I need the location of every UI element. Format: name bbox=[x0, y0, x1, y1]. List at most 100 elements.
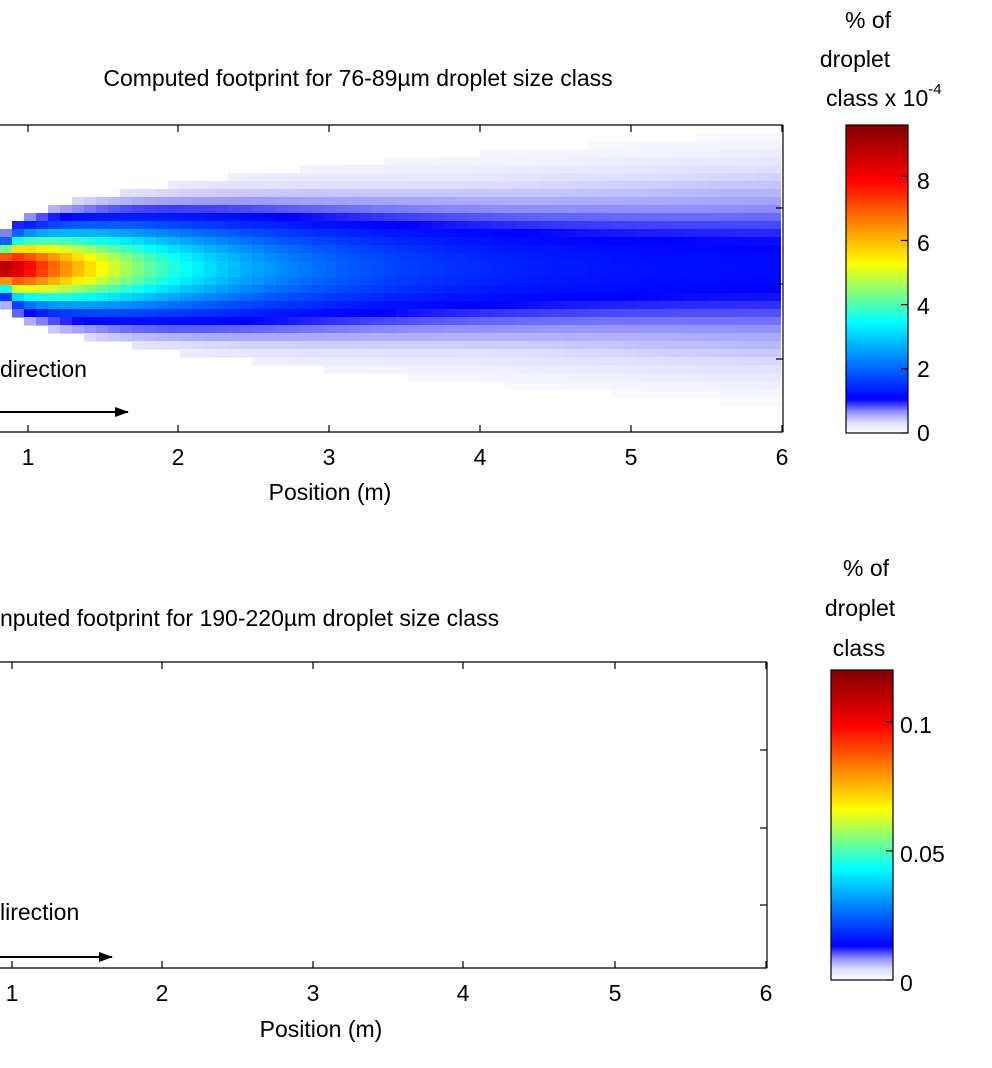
chart-1-heatmap-cell-771 bbox=[420, 365, 433, 374]
chart-1-heatmap-cell-533 bbox=[324, 165, 337, 174]
chart-1-heatmap-cell-592 bbox=[348, 221, 361, 230]
chart-1-heatmap-cell-824 bbox=[444, 341, 457, 350]
chart-1-heatmap-cell-92 bbox=[72, 277, 85, 286]
chart-1-heatmap-cell-1209 bbox=[600, 341, 613, 350]
chart-1-heatmap-cell-1681 bbox=[780, 181, 781, 190]
chart-1-heatmap-cell-15 bbox=[12, 261, 25, 270]
chart-1-heatmap-cell-245 bbox=[168, 285, 181, 294]
chart-1-heatmap-cell-1597 bbox=[744, 325, 757, 334]
chart-1-heatmap-cell-752 bbox=[420, 213, 433, 222]
chart-1-heatmap-cell-65 bbox=[48, 325, 61, 334]
chart-1-heatmap-cell-1703 bbox=[780, 357, 781, 366]
chart-1-heatmap-cell-948 bbox=[504, 189, 517, 198]
chart-1-heatmap-cell-366 bbox=[240, 189, 253, 198]
chart-1-heatmap-cell-1166 bbox=[588, 245, 601, 254]
chart-1-heatmap-cell-428 bbox=[264, 309, 277, 318]
chart-1-heatmap-cell-1267 bbox=[624, 301, 637, 310]
chart-1-heatmap-cell-448 bbox=[276, 277, 289, 286]
chart-1-heatmap-cell-528 bbox=[312, 325, 325, 334]
chart-1-heatmap-cell-1658 bbox=[768, 269, 781, 278]
chart-1-heatmap-cell-658 bbox=[372, 333, 385, 342]
chart-1-heatmap-cell-1608 bbox=[756, 141, 769, 150]
chart-1-heatmap-cell-1621 bbox=[756, 245, 769, 254]
chart-1-heatmap-cell-1203 bbox=[600, 293, 613, 302]
chart-1-heatmap-cell-1220 bbox=[612, 181, 625, 190]
chart-1-heatmap-cell-812 bbox=[444, 245, 457, 254]
chart-1-heatmap-cell-1400 bbox=[672, 341, 685, 350]
chart-1-heatmap-cell-983 bbox=[516, 229, 529, 238]
chart-1-heatmap-cell-1298 bbox=[636, 293, 649, 302]
chart-1-heatmap-cell-1547 bbox=[732, 197, 745, 206]
chart-1-heatmap-cell-665 bbox=[384, 173, 397, 182]
chart-1-heatmap-cell-1030 bbox=[528, 365, 541, 374]
chart-1-heatmap-cell-1272 bbox=[624, 341, 637, 350]
chart-1-heatmap-cell-979 bbox=[516, 197, 529, 206]
chart-1-heatmap-cell-288 bbox=[192, 285, 205, 294]
chart-1-heatmap-cell-442 bbox=[276, 229, 289, 238]
chart-1-heatmap-cell-1333 bbox=[648, 317, 661, 326]
chart-1-heatmap-cell-340 bbox=[216, 349, 229, 358]
chart-1-heatmap-cell-1523 bbox=[720, 277, 733, 286]
chart-1-heatmap-cell-638 bbox=[372, 173, 385, 182]
chart-1-heatmap-cell-1301 bbox=[636, 317, 649, 326]
chart-1-heatmap-cell-1648 bbox=[768, 189, 781, 198]
chart-1-heatmap-cell-130 bbox=[96, 301, 109, 310]
chart-1-heatmap-cell-228 bbox=[156, 317, 169, 326]
chart-1-colorbar-label-base: class x 10 bbox=[826, 85, 928, 111]
chart-1-heatmap-cell-204 bbox=[144, 285, 157, 294]
chart-1-heatmap-cell-98 bbox=[72, 325, 85, 334]
chart-1-heatmap-cell-1388 bbox=[672, 245, 685, 254]
chart-1-heatmap-cell-333 bbox=[216, 293, 229, 302]
chart-1-heatmap-cell-1186 bbox=[600, 157, 613, 166]
chart-1-heatmap-cell-95 bbox=[72, 301, 85, 310]
chart-1-heatmap-cell-729 bbox=[408, 253, 421, 262]
chart-1-heatmap-cell-576 bbox=[336, 301, 349, 310]
chart-1-colorbar-tick-label-8: 8 bbox=[917, 168, 930, 194]
chart-1-heatmap-cell-10 bbox=[12, 221, 25, 230]
chart-1-heatmap-cell-455 bbox=[276, 333, 289, 342]
chart-1-heatmap-cell-1001 bbox=[516, 373, 529, 382]
chart-1-heatmap-cell-1317 bbox=[648, 189, 661, 198]
chart-1-heatmap-cell-385 bbox=[240, 341, 253, 350]
chart-1-heatmap-cell-1587 bbox=[744, 245, 757, 254]
chart-1-heatmap-cell-298 bbox=[204, 189, 217, 198]
chart-1-heatmap-cell-654 bbox=[372, 301, 385, 310]
chart-1-x-tick-label-1: 1 bbox=[22, 444, 35, 470]
chart-1-heatmap-cell-408 bbox=[252, 341, 265, 350]
chart-1-heatmap-cell-1158 bbox=[588, 181, 601, 190]
chart-1-heatmap-cell-1497 bbox=[708, 333, 721, 342]
chart-1-heatmap-cell-608 bbox=[348, 349, 361, 358]
chart-1-heatmap-cell-529 bbox=[312, 333, 325, 342]
chart-1-heatmap-cell-248 bbox=[168, 309, 181, 318]
chart-1-heatmap-cell-1380 bbox=[672, 181, 685, 190]
chart-1-heatmap-cell-1102 bbox=[564, 221, 577, 230]
chart-1-heatmap-cell-1074 bbox=[552, 237, 565, 246]
chart-1-heatmap-cell-139 bbox=[108, 229, 121, 238]
chart-1-heatmap-cell-151 bbox=[108, 325, 121, 334]
chart-1-heatmap-cell-720 bbox=[408, 181, 421, 190]
chart-1-heatmap-cell-1034 bbox=[540, 157, 553, 166]
chart-1-heatmap-cell-1354 bbox=[660, 229, 673, 238]
chart-1-heatmap-cell-511 bbox=[312, 189, 325, 198]
chart-1-heatmap-cell-671 bbox=[384, 221, 397, 230]
chart-1-heatmap-cell-459 bbox=[288, 173, 301, 182]
chart-1-heatmap-cell-949 bbox=[504, 197, 517, 206]
chart-1-heatmap-cell-1237 bbox=[612, 317, 625, 326]
chart-2-colorbar: % of droplet class 0 0.05 0.1 bbox=[825, 555, 945, 996]
chart-1-heatmap-cell-1025 bbox=[528, 325, 541, 334]
chart-1-heatmap-cell-1319 bbox=[648, 205, 661, 214]
chart-1-heatmap-cell-20 bbox=[12, 301, 25, 310]
chart-1-heatmap-cell-578 bbox=[336, 317, 349, 326]
chart-1-heatmap-cell-152 bbox=[108, 333, 121, 342]
chart-1-heatmap-cell-1080 bbox=[552, 285, 565, 294]
chart-1-heatmap-cell-568 bbox=[336, 237, 349, 246]
chart-1-heatmap-cell-394 bbox=[252, 229, 265, 238]
chart-1-heatmap-cell-265 bbox=[180, 277, 193, 286]
chart-1-heatmap-cell-1506 bbox=[720, 141, 733, 150]
chart-1-heatmap-cell-238 bbox=[168, 229, 181, 238]
chart-1-heatmap-cell-1083 bbox=[552, 309, 565, 318]
chart-1-heatmap-cell-1454 bbox=[696, 253, 709, 262]
chart-1-heatmap-cell-1576 bbox=[744, 157, 757, 166]
chart-1-heatmap-cell-514 bbox=[312, 213, 325, 222]
chart-1-heatmap-cell-712 bbox=[396, 333, 409, 342]
